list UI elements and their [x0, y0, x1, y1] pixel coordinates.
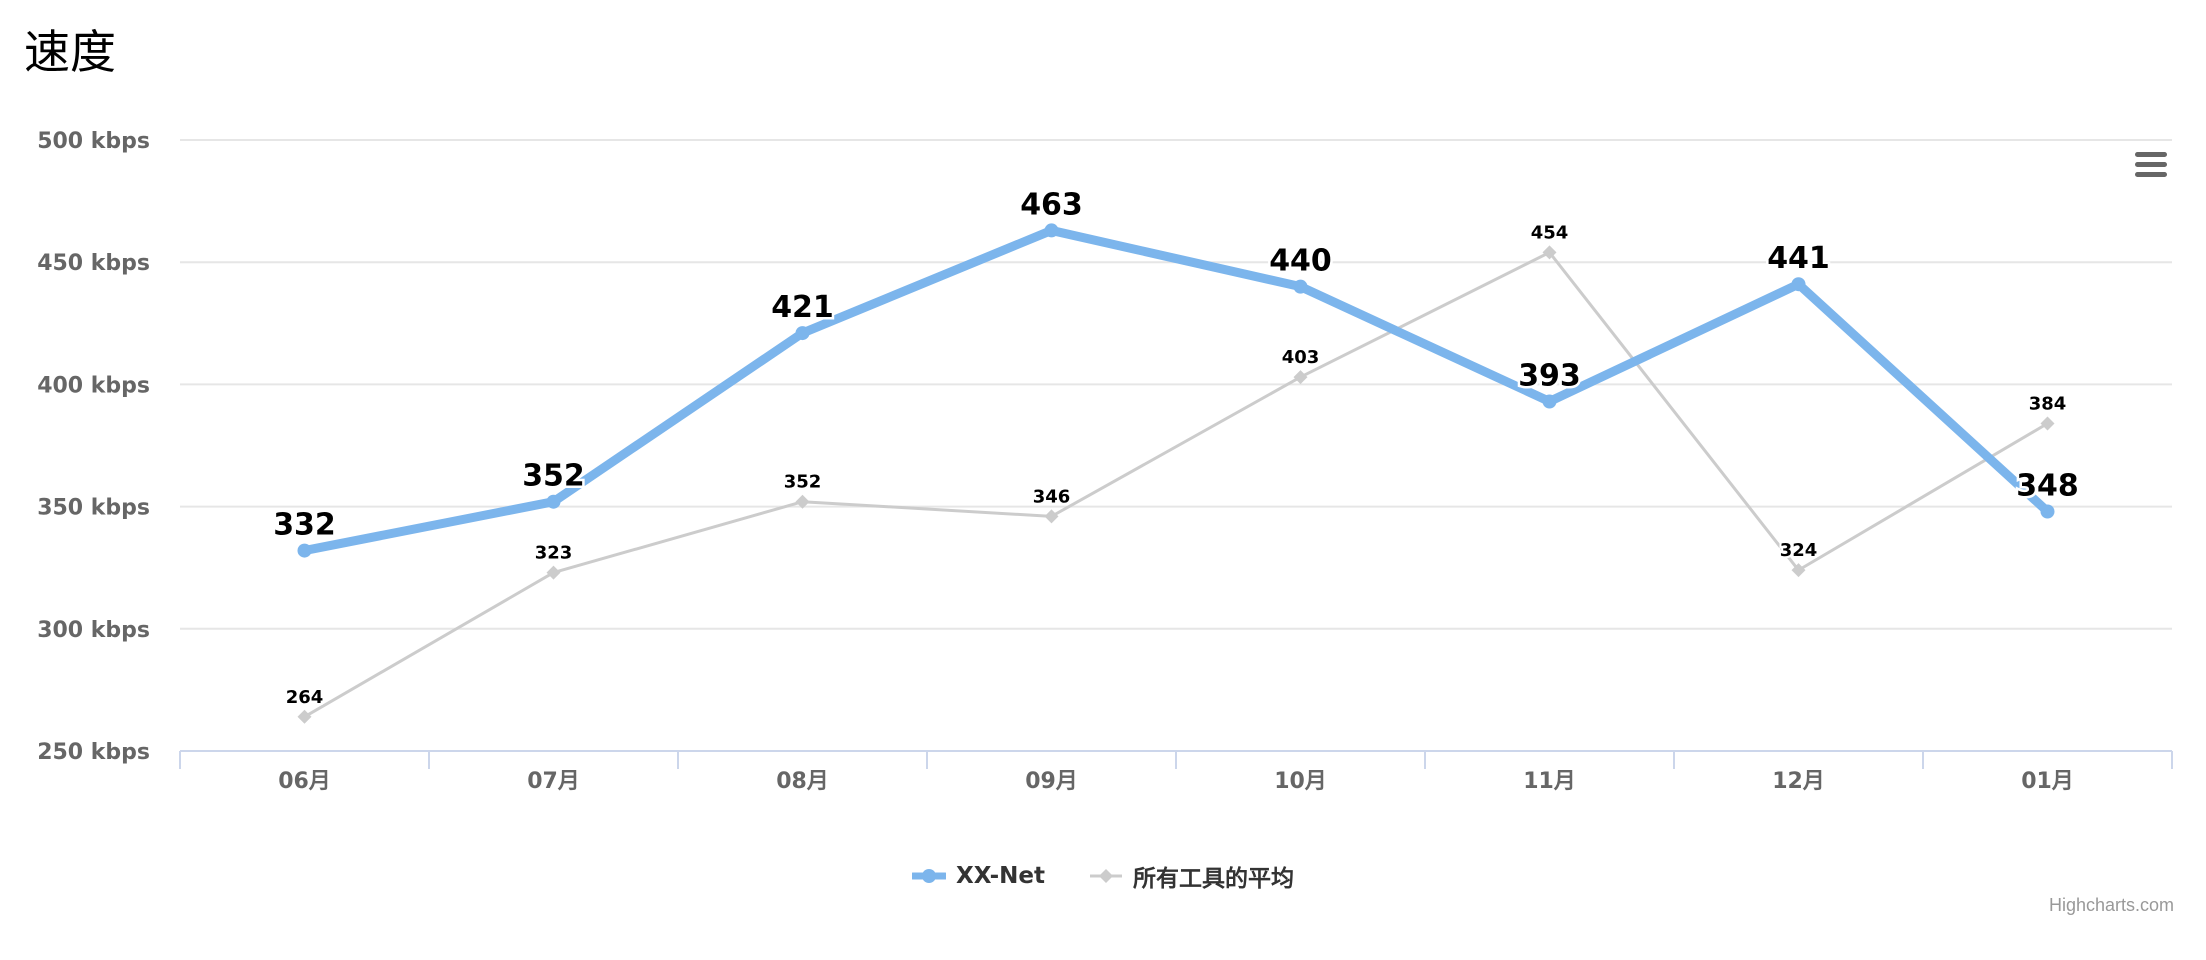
data-labels: 264 323 352 346 403 454 324 384 332 352 421 463 440 3…	[271, 185, 2082, 710]
x-tick-label: 01月	[2021, 769, 2074, 794]
data-label-xx-net: 440	[1269, 244, 1332, 279]
data-label-average: 403	[1282, 347, 1320, 368]
data-point-xx-net[interactable]	[1293, 279, 1308, 294]
data-label-xx-net: 348	[2016, 468, 2079, 503]
data-point-xx-net[interactable]	[1542, 394, 1557, 409]
legend-label: XX-Net	[956, 863, 1045, 889]
hamburger-menu-icon-bar	[2135, 162, 2167, 167]
hamburger-menu-icon	[2135, 152, 2167, 157]
data-label-average: 323	[535, 543, 573, 564]
x-tick-label: 09月	[1025, 769, 1078, 794]
data-point-xx-net[interactable]	[1044, 223, 1059, 238]
x-axis	[179, 750, 2173, 769]
x-tick-label: 06月	[278, 769, 331, 794]
data-label-xx-net: 352	[522, 459, 585, 494]
hamburger-menu-icon-bar	[2135, 172, 2167, 177]
legend-item-xx-net[interactable]: XX-Net	[912, 863, 1045, 889]
data-label-xx-net: 421	[771, 290, 834, 325]
data-label-average: 384	[2029, 394, 2067, 415]
data-point-average[interactable]	[1044, 509, 1059, 524]
data-point-xx-net[interactable]	[795, 326, 810, 341]
data-label-average: 346	[1033, 486, 1071, 507]
legend-item-average[interactable]: 所有工具的平均	[1089, 859, 1294, 893]
x-tick-label: 11月	[1523, 769, 1576, 794]
data-point-average[interactable]	[1542, 245, 1557, 260]
data-point-average[interactable]	[546, 565, 561, 580]
data-label-average: 324	[1780, 540, 1818, 561]
data-label-xx-net: 441	[1767, 241, 1830, 276]
diamond-marker-icon	[1089, 869, 1122, 883]
x-tick-label: 10月	[1274, 769, 1327, 794]
series-lines	[297, 223, 2055, 724]
chart-legend: XX-Net 所有工具的平均	[0, 856, 2206, 896]
data-label-average: 454	[1531, 222, 1569, 243]
data-point-xx-net[interactable]	[297, 543, 312, 558]
y-tick-label: 450 kbps	[37, 251, 150, 276]
y-axis-labels: 250 kbps 300 kbps 350 kbps 400 kbps 450 kbps…	[37, 129, 150, 765]
y-tick-label: 250 kbps	[37, 740, 150, 765]
grid-lines	[180, 139, 2172, 630]
legend-label: 所有工具的平均	[1132, 866, 1294, 892]
data-point-average[interactable]	[795, 494, 810, 509]
x-tick-label: 08月	[776, 769, 829, 794]
x-axis-labels: 06月 07月 08月 09月 10月 11月 12月 01月	[278, 769, 2074, 794]
credits-link[interactable]: Highcharts.com	[2048, 895, 2174, 915]
page-title: 速度	[24, 25, 116, 79]
data-label-average: 264	[286, 687, 324, 708]
data-point-average[interactable]	[2040, 416, 2055, 431]
y-tick-label: 350 kbps	[37, 496, 150, 521]
series-line-average	[303, 250, 2049, 719]
series-line-xx-net	[300, 225, 2052, 556]
circle-marker-icon	[912, 869, 946, 883]
chart-menu-button[interactable]	[2131, 148, 2171, 186]
data-point-average[interactable]	[297, 709, 312, 724]
x-tick-label: 12月	[1772, 769, 1825, 794]
data-point-xx-net[interactable]	[2040, 504, 2055, 519]
y-tick-label: 300 kbps	[37, 618, 150, 643]
x-tick-label: 07月	[527, 769, 580, 794]
data-label-xx-net: 463	[1020, 187, 1083, 222]
y-tick-label: 500 kbps	[37, 129, 150, 154]
data-point-xx-net[interactable]	[1791, 277, 1806, 292]
y-tick-label: 400 kbps	[37, 373, 150, 398]
data-label-xx-net: 393	[1518, 359, 1581, 394]
data-point-average[interactable]	[1791, 563, 1806, 578]
data-point-average[interactable]	[1293, 370, 1308, 385]
data-label-xx-net: 332	[273, 508, 336, 543]
data-label-average: 352	[784, 472, 822, 493]
data-point-xx-net[interactable]	[546, 494, 561, 509]
